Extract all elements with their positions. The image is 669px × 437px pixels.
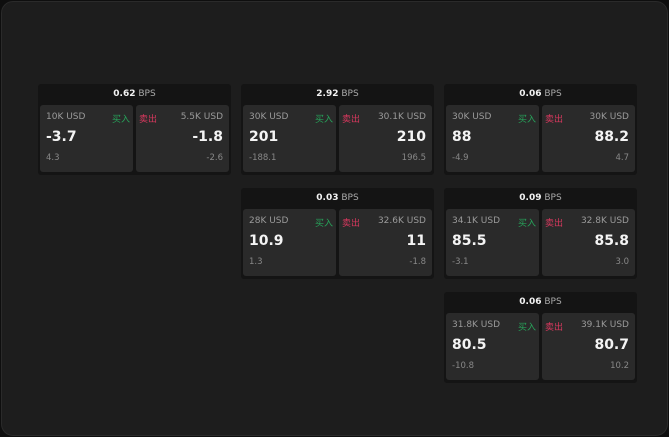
spread-unit: BPS: [544, 297, 562, 307]
buy-label: 买入: [314, 219, 333, 229]
buy-button[interactable]: 31.8K USD 买入 80.5 -10.8: [446, 313, 539, 380]
spread-header: 0.03 BPS: [241, 188, 434, 209]
sell-quantity: 5.5K USD: [180, 112, 223, 122]
sell-button[interactable]: 卖出 32.6K USD 11 -1.8: [339, 209, 432, 276]
spread-unit: BPS: [544, 193, 562, 203]
buy-price: 80.5: [452, 337, 487, 353]
buy-label: 买入: [517, 219, 536, 229]
spread-header: 0.62 BPS: [38, 84, 231, 105]
sell-price: 88.2: [594, 129, 629, 145]
sell-price: 11: [406, 233, 426, 249]
spread-value: 2.92: [316, 89, 339, 99]
spread-header: 2.92 BPS: [241, 84, 434, 105]
buy-quantity: 10K USD: [46, 112, 86, 122]
sell-label: 卖出: [545, 323, 564, 333]
sell-quantity: 30.1K USD: [377, 112, 426, 122]
spread-value: 0.06: [519, 297, 542, 307]
sell-label: 卖出: [342, 219, 361, 229]
sell-change: -1.8: [409, 257, 426, 267]
buy-quantity: 31.8K USD: [452, 320, 501, 330]
buy-label: 买入: [517, 115, 536, 125]
buy-change: 4.3: [46, 153, 60, 163]
spread-value: 0.62: [113, 89, 136, 99]
sell-label: 卖出: [139, 115, 158, 125]
buy-price: -3.7: [46, 129, 77, 145]
spread-value: 0.03: [316, 193, 339, 203]
buy-price: 88: [452, 129, 472, 145]
buy-price: 201: [249, 129, 279, 145]
spread-unit: BPS: [341, 193, 359, 203]
quote-card: 2.92 BPS 30K USD 买入 201 -188.1 卖出 30.1K …: [241, 84, 434, 175]
buy-label: 买入: [314, 115, 333, 125]
buy-change: -4.9: [452, 153, 469, 163]
buy-button[interactable]: 10K USD 买入 -3.7 4.3: [40, 105, 133, 172]
spread-value: 0.09: [519, 193, 542, 203]
sell-button[interactable]: 卖出 30.1K USD 210 196.5: [339, 105, 432, 172]
buy-price: 85.5: [452, 233, 487, 249]
sell-change: 3.0: [615, 257, 629, 267]
buy-button[interactable]: 30K USD 买入 201 -188.1: [243, 105, 336, 172]
spread-header: 0.06 BPS: [444, 84, 637, 105]
buy-button[interactable]: 28K USD 买入 10.9 1.3: [243, 209, 336, 276]
sell-change: 10.2: [610, 361, 629, 371]
buy-change: -10.8: [452, 361, 474, 371]
sell-quantity: 39.1K USD: [580, 320, 629, 330]
spread-unit: BPS: [341, 89, 359, 99]
sell-label: 卖出: [545, 219, 564, 229]
buy-label: 买入: [111, 115, 130, 125]
sell-price: 80.7: [594, 337, 629, 353]
buy-change: -188.1: [249, 153, 277, 163]
sell-button[interactable]: 卖出 39.1K USD 80.7 10.2: [542, 313, 635, 380]
sell-label: 卖出: [342, 115, 361, 125]
spread-unit: BPS: [544, 89, 562, 99]
buy-button[interactable]: 34.1K USD 买入 85.5 -3.1: [446, 209, 539, 276]
buy-button[interactable]: 30K USD 买入 88 -4.9: [446, 105, 539, 172]
sell-label: 卖出: [545, 115, 564, 125]
buy-price: 10.9: [249, 233, 284, 249]
sell-change: 4.7: [615, 153, 629, 163]
quote-card: 0.62 BPS 10K USD 买入 -3.7 4.3 卖出 5.5K USD…: [38, 84, 231, 175]
quote-card: 0.09 BPS 34.1K USD 买入 85.5 -3.1 卖出 32.8K…: [444, 188, 637, 279]
sell-price: 85.8: [594, 233, 629, 249]
sell-quantity: 32.8K USD: [580, 216, 629, 226]
buy-quantity: 28K USD: [249, 216, 289, 226]
buy-change: 1.3: [249, 257, 263, 267]
sell-change: 196.5: [401, 153, 426, 163]
sell-price: -1.8: [192, 129, 223, 145]
buy-label: 买入: [517, 323, 536, 333]
spread-header: 0.09 BPS: [444, 188, 637, 209]
quote-card: 0.03 BPS 28K USD 买入 10.9 1.3 卖出 32.6K US…: [241, 188, 434, 279]
buy-quantity: 30K USD: [452, 112, 492, 122]
sell-price: 210: [396, 129, 426, 145]
buy-change: -3.1: [452, 257, 469, 267]
spread-value: 0.06: [519, 89, 542, 99]
spread-unit: BPS: [138, 89, 156, 99]
sell-button[interactable]: 卖出 32.8K USD 85.8 3.0: [542, 209, 635, 276]
buy-quantity: 30K USD: [249, 112, 289, 122]
quote-card: 0.06 BPS 31.8K USD 买入 80.5 -10.8 卖出 39.1…: [444, 292, 637, 383]
sell-button[interactable]: 卖出 30K USD 88.2 4.7: [542, 105, 635, 172]
spread-header: 0.06 BPS: [444, 292, 637, 313]
quote-card: 0.06 BPS 30K USD 买入 88 -4.9 卖出 30K USD 8…: [444, 84, 637, 175]
sell-button[interactable]: 卖出 5.5K USD -1.8 -2.6: [136, 105, 229, 172]
sell-change: -2.6: [206, 153, 223, 163]
buy-quantity: 34.1K USD: [452, 216, 501, 226]
sell-quantity: 30K USD: [589, 112, 629, 122]
sell-quantity: 32.6K USD: [377, 216, 426, 226]
